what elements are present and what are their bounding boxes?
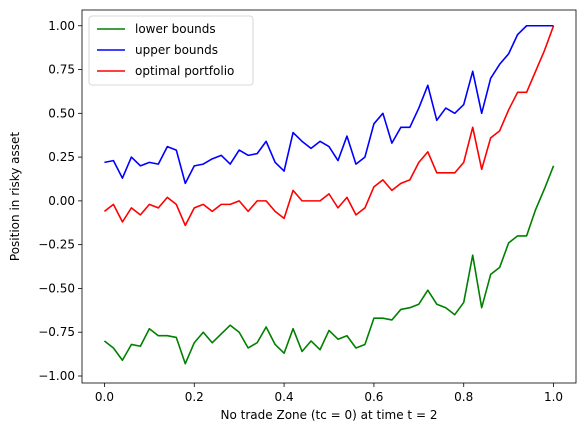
y-tick-label: 0.50 xyxy=(48,106,75,120)
y-axis-ticks: −1.00 −0.75 −0.50 −0.25 0.00 0.25 0.50 0.75 1.00 xyxy=(38,19,82,383)
y-tick-label: −1.00 xyxy=(38,369,75,383)
x-tick-label: 0.0 xyxy=(95,390,114,404)
y-tick-label: −0.50 xyxy=(38,281,75,295)
x-axis-label: No trade Zone (tc = 0) at time t = 2 xyxy=(221,408,438,422)
y-tick-label: −0.75 xyxy=(38,325,75,339)
series-line-optimal-portfolio xyxy=(103,25,555,227)
y-tick-label: 1.00 xyxy=(48,19,75,33)
y-tick-label: −0.25 xyxy=(38,238,75,252)
series-line-lower-bounds xyxy=(103,165,555,365)
x-tick-label: 0.8 xyxy=(454,390,473,404)
series-line-upper-bounds xyxy=(104,24,554,185)
legend-box xyxy=(88,15,254,86)
x-tick-label: 0.6 xyxy=(364,390,383,404)
y-tick-label: 0.75 xyxy=(48,63,75,77)
legend: lower bounds upper bounds optimal portfoli… xyxy=(88,15,254,86)
x-axis-ticks: 0.0 0.2 0.4 0.6 0.8 1.0 xyxy=(95,383,563,404)
y-tick-label: 0.00 xyxy=(48,194,75,208)
legend-label: lower bounds xyxy=(135,22,216,36)
x-tick-label: 0.2 xyxy=(185,390,204,404)
x-tick-label: 1.0 xyxy=(544,390,563,404)
x-tick-label: 0.4 xyxy=(275,390,294,404)
legend-label: upper bounds xyxy=(135,43,218,57)
legend-label: optimal portfolio xyxy=(135,64,234,78)
y-tick-label: 0.25 xyxy=(48,150,75,164)
y-axis-label: Position in risky asset xyxy=(8,132,22,261)
plot-frame xyxy=(81,9,577,384)
plot-lines xyxy=(103,24,555,365)
